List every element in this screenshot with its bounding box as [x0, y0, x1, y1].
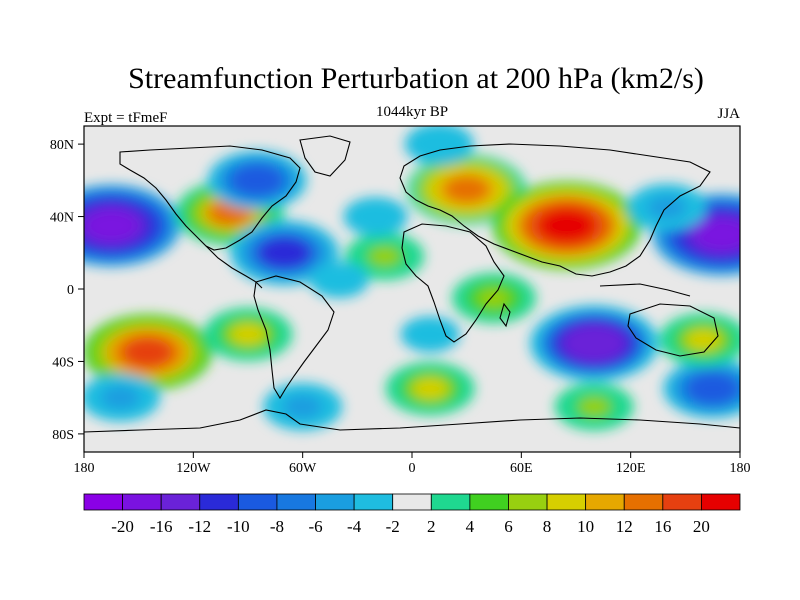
contour-fields [84, 126, 740, 431]
lon-tick-label: 180 [74, 461, 95, 476]
lat-tick-label: 40S [52, 355, 74, 370]
field-blob-15-4 [694, 377, 731, 400]
field-blob-12-4 [419, 327, 442, 341]
colorbar-label: -8 [270, 517, 284, 536]
coastline-antarctica [84, 409, 740, 433]
field-blob-1-4 [696, 219, 740, 250]
field-blob-6-4 [444, 176, 489, 203]
colorbar: -20 -16 -12 -10 -8 -6 -4 -2 2 4 6 8 10 12 16 20 [83, 493, 741, 536]
colorbar-swatch [662, 493, 702, 511]
map-panel [83, 125, 741, 453]
field-blob-17-4 [288, 397, 318, 416]
coastline-north-america [119, 145, 301, 251]
lat-tick-label: 0 [67, 283, 74, 298]
field-blob-22-4 [426, 136, 453, 152]
coastlines [84, 135, 740, 433]
colorbar-swatch [83, 493, 123, 511]
field-blob-7-4 [539, 209, 595, 242]
lat-tick-label: 40N [50, 211, 74, 226]
colorbar-swatch [315, 493, 355, 511]
colorbar-swatch [546, 493, 587, 511]
coastline-australia [627, 303, 719, 357]
field-blob-20-4 [687, 329, 720, 350]
field-blob-11-4 [328, 273, 351, 287]
colorbar-label: 12 [616, 517, 633, 536]
colorbar-label: -20 [111, 517, 134, 536]
field-blob-5-4 [370, 247, 400, 266]
left-label: Expt = tFmeF [84, 110, 167, 126]
colorbar-label: -4 [347, 517, 362, 536]
colorbar-label: -16 [150, 517, 173, 536]
field-blob-10-4 [231, 324, 265, 345]
coastline-maritime [599, 283, 691, 297]
lon-tick-label: 180 [730, 461, 751, 476]
lat-tick-label: 80N [50, 138, 74, 153]
colorbar-swatch [160, 493, 201, 511]
colorbar-label: 10 [577, 517, 594, 536]
lat-tick-label: 80S [52, 428, 74, 443]
colorbar-label: -12 [188, 517, 211, 536]
colorbar-swatch [430, 493, 471, 511]
field-blob-3-4 [238, 169, 276, 192]
colorbar-label: 20 [693, 517, 710, 536]
colorbar-swatch [623, 493, 664, 511]
right-label: JJA [717, 106, 740, 122]
center-label: 1044kyr BP [376, 104, 448, 120]
colorbar-swatch [122, 493, 162, 511]
colorbar-label: -10 [227, 517, 250, 536]
field-blob-13-4 [478, 288, 510, 308]
colorbar-swatch [199, 493, 239, 511]
colorbar-swatch [585, 493, 625, 511]
colorbar-label: 4 [466, 517, 475, 536]
colorbar-label: 16 [654, 517, 671, 536]
colorbar-label: 2 [427, 517, 436, 536]
colorbar-swatch [508, 493, 548, 511]
field-blob-9-4 [124, 338, 172, 367]
field-blob-0-4 [85, 210, 137, 241]
field-blob-19-4 [579, 397, 609, 416]
coastline-south-america [253, 275, 335, 400]
map-axes: 80N 40N 0 40S 80S 180 120W 60W 0 60E 120E 180 [50, 138, 751, 476]
colorbar-swatch [701, 493, 741, 511]
lon-tick-label: 120W [176, 461, 211, 476]
colorbar-swatch [469, 493, 509, 511]
plot-title: Streamfunction Perturbation at 200 hPa (… [128, 62, 704, 95]
lon-tick-label: 120E [616, 461, 646, 476]
coastline-greenland [299, 135, 351, 177]
coastline-central-america [205, 245, 263, 289]
field-blob-16-4 [105, 388, 136, 407]
coastline-madagascar [499, 302, 511, 328]
colorbar-label: 8 [543, 517, 552, 536]
colorbar-label: -6 [308, 517, 322, 536]
coastline-eurasia [399, 143, 711, 277]
colorbar-swatch [392, 493, 432, 511]
lon-tick-label: 60W [289, 461, 317, 476]
field-blob-18-4 [413, 378, 447, 399]
lon-tick-label: 0 [409, 461, 416, 476]
colorbar-swatch [237, 493, 278, 511]
field-blob-4-4 [264, 240, 305, 265]
colorbar-label: -2 [386, 517, 400, 536]
coastline-africa [401, 223, 505, 343]
colorbar-label: 6 [504, 517, 513, 536]
colorbar-swatch [353, 493, 394, 511]
field-blob-21-4 [363, 209, 388, 224]
lon-tick-label: 60E [510, 461, 533, 476]
colorbar-swatch [276, 493, 316, 511]
field-blob-14-4 [570, 329, 618, 358]
